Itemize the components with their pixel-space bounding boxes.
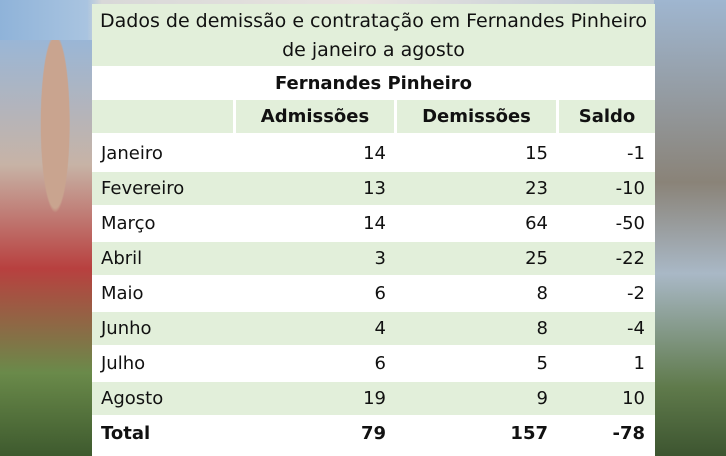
cell-admissoes: 3 [374, 248, 386, 269]
background-photo-right [654, 0, 726, 456]
cell-saldo: -10 [615, 178, 645, 199]
cell-demissoes: 25 [525, 248, 548, 269]
cell-demissoes: 157 [510, 423, 548, 444]
table-row: Janeiro 14 15 -1 [92, 137, 655, 170]
background-photo-left [0, 40, 92, 456]
cell-admissoes: 13 [363, 178, 386, 199]
cell-month: Julho [101, 353, 146, 374]
table-row: Fevereiro 13 23 -10 [92, 172, 655, 205]
header-blank [92, 100, 233, 133]
cell-demissoes: 5 [536, 353, 548, 374]
table-row: Abril 3 25 -22 [92, 242, 655, 275]
table-row: Maio 6 8 -2 [92, 277, 655, 310]
cell-demissoes: 8 [536, 318, 548, 339]
cell-month: Fevereiro [101, 178, 185, 199]
cell-month: Junho [101, 318, 152, 339]
header-saldo: Saldo [559, 100, 655, 133]
cell-demissoes: 23 [525, 178, 548, 199]
cell-saldo: -78 [612, 423, 645, 444]
header-row: Admissões Demissões Saldo [92, 100, 655, 133]
table-row: Julho 6 5 1 [92, 347, 655, 380]
total-row: Total 79 157 -78 [92, 417, 655, 450]
cell-admissoes: 6 [374, 283, 386, 304]
cell-month: Agosto [101, 388, 164, 409]
cell-admissoes: 14 [363, 213, 386, 234]
cell-month: Abril [101, 248, 143, 269]
cell-saldo: -2 [627, 283, 645, 304]
cell-demissoes: 8 [536, 283, 548, 304]
cell-admissoes: 4 [374, 318, 386, 339]
cell-saldo: -22 [615, 248, 645, 269]
header-demissoes: Demissões [397, 100, 556, 133]
cell-saldo: -50 [615, 213, 645, 234]
cell-demissoes: 9 [536, 388, 548, 409]
cell-admissoes: 14 [363, 143, 386, 164]
table-subtitle: Fernandes Pinheiro [274, 72, 473, 94]
cell-demissoes: 15 [525, 143, 548, 164]
data-table: Dados de demissão e contratação em Ferna… [92, 4, 655, 456]
cell-saldo: 10 [622, 388, 645, 409]
cell-admissoes: 19 [363, 388, 386, 409]
cell-month: Março [101, 213, 156, 234]
cell-admissoes: 6 [374, 353, 386, 374]
cell-saldo: -4 [627, 318, 645, 339]
table-row: Junho 4 8 -4 [92, 312, 655, 345]
cell-admissoes: 79 [360, 423, 386, 444]
cell-demissoes: 64 [525, 213, 548, 234]
cell-saldo: -1 [627, 143, 645, 164]
cell-month: Maio [101, 283, 144, 304]
table-row: Março 14 64 -50 [92, 207, 655, 240]
table-row: Agosto 19 9 10 [92, 382, 655, 415]
table-title: Dados de demissão e contratação em Ferna… [92, 4, 655, 66]
cell-saldo: 1 [633, 353, 645, 374]
header-admissoes: Admissões [236, 100, 394, 133]
cell-month: Janeiro [101, 143, 163, 164]
cell-month: Total [101, 423, 151, 444]
